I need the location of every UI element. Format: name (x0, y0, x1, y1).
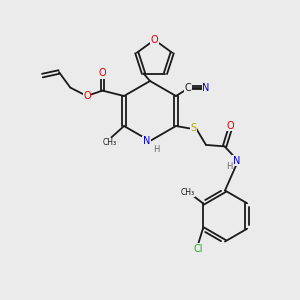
Text: C: C (185, 82, 192, 93)
Text: N: N (143, 136, 150, 146)
Text: Cl: Cl (194, 244, 203, 254)
Text: O: O (226, 121, 234, 131)
Text: N: N (233, 156, 240, 166)
Text: O: O (83, 91, 91, 101)
Text: CH₃: CH₃ (181, 188, 195, 197)
Text: O: O (151, 35, 158, 45)
Text: O: O (99, 68, 106, 78)
Text: N: N (202, 82, 209, 93)
Text: H: H (226, 162, 233, 171)
Text: CH₃: CH₃ (103, 138, 117, 147)
Text: H: H (153, 145, 160, 154)
Text: S: S (190, 123, 196, 134)
